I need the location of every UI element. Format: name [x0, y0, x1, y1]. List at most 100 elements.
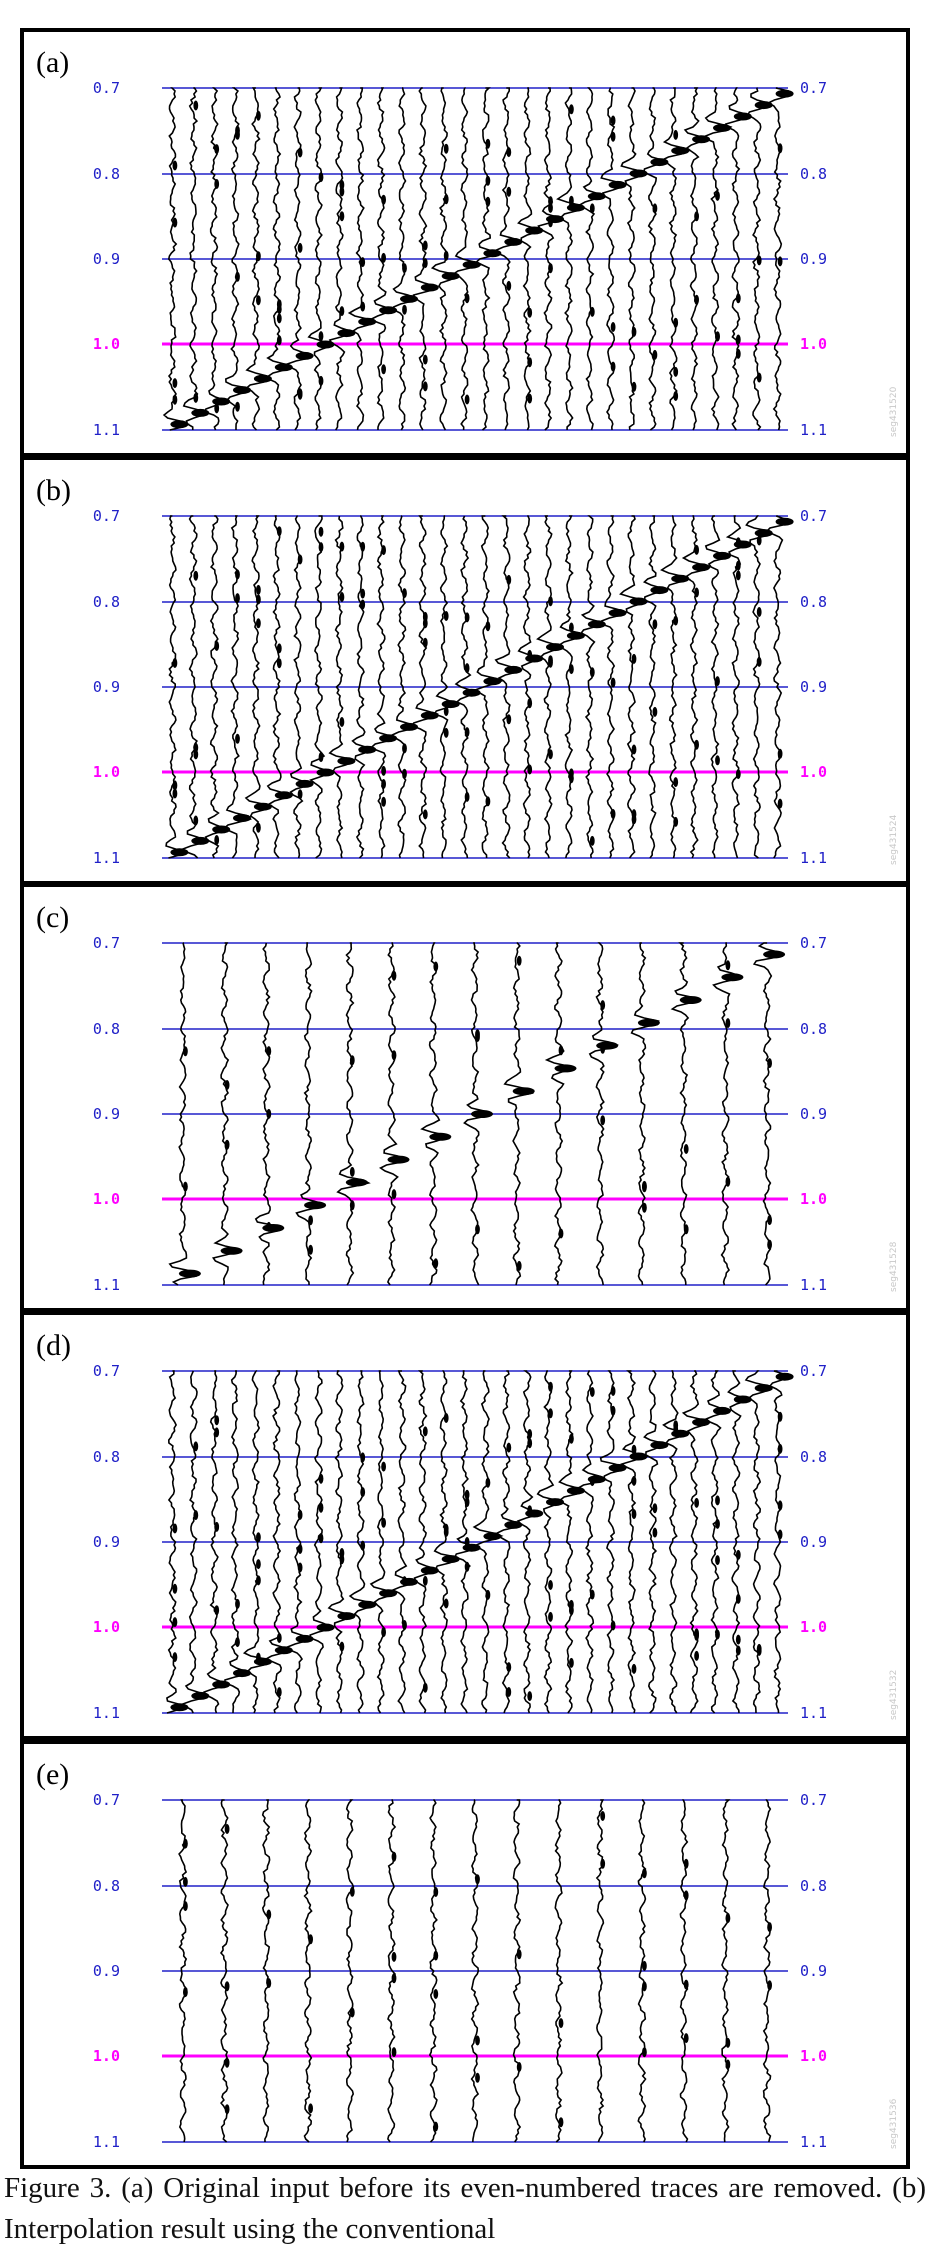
seismic-trace	[204, 515, 226, 859]
trace-peak	[610, 1620, 616, 1631]
trace-peak	[506, 280, 512, 291]
trace-peak	[652, 706, 658, 717]
seismic-trace	[370, 515, 394, 859]
trace-peak	[777, 798, 783, 809]
event-peak	[337, 757, 356, 766]
trace-peak	[214, 1415, 220, 1426]
trace-peak	[214, 1605, 220, 1616]
seismic-trace	[642, 515, 665, 859]
trace-peak	[224, 1080, 230, 1090]
trace-peak	[725, 1018, 731, 1029]
event-peak	[191, 836, 210, 845]
tick-label-left: 0.8	[93, 593, 120, 611]
seismic-trace	[181, 515, 207, 859]
trace-peak	[183, 1181, 188, 1192]
trace-peak	[297, 554, 303, 565]
trace-peak	[308, 1244, 313, 1255]
seismic-trace	[390, 1370, 416, 1714]
trace-peak	[308, 2103, 313, 2114]
seismic-trace	[660, 87, 691, 431]
trace-peak	[631, 814, 637, 825]
trace-peak	[256, 584, 261, 595]
panel-watermark: seg431532	[889, 1670, 899, 1720]
event-peak	[400, 294, 418, 303]
trace-peak	[297, 242, 303, 253]
trace-peak	[777, 748, 783, 759]
event-peak	[471, 1110, 493, 1118]
trace-peak	[569, 622, 574, 633]
tick-label-left: 0.9	[93, 678, 120, 696]
trace-peak	[715, 1495, 720, 1506]
trace-peak	[183, 1876, 188, 1887]
seismic-trace	[433, 1370, 459, 1714]
trace-peak	[235, 271, 240, 282]
seismic-trace	[620, 87, 645, 431]
seismic-trace	[224, 1370, 250, 1714]
trace-peak	[214, 144, 220, 155]
seismic-trace	[727, 1370, 748, 1714]
trace-peak	[402, 1620, 407, 1630]
trace-peak	[485, 621, 491, 632]
event-peak	[629, 597, 648, 606]
trace-peak	[767, 1215, 772, 1226]
trace-peak	[318, 752, 324, 763]
trace-peak	[391, 1851, 397, 1862]
seismic-trace	[762, 1799, 772, 2143]
trace-peak	[715, 676, 720, 687]
trace-peak	[715, 1518, 720, 1529]
seismic-trace	[178, 1799, 188, 2143]
trace-peak	[569, 1657, 574, 1668]
seismic-trace	[286, 1370, 313, 1714]
event-peak	[525, 654, 544, 663]
trace-peak	[673, 391, 679, 401]
seismic-trace	[768, 1370, 793, 1714]
trace-peak	[433, 2121, 439, 2132]
trace-peak	[422, 240, 428, 251]
trace-peak	[735, 334, 741, 345]
trace-peak	[777, 1443, 783, 1454]
trace-peak	[276, 335, 282, 346]
trace-peak	[516, 1949, 522, 1960]
trace-peak	[767, 1922, 772, 1933]
seismic-trace	[503, 942, 534, 1286]
trace-peak	[715, 755, 720, 766]
trace-peak	[673, 615, 679, 626]
trace-peak	[777, 256, 783, 267]
seismic-trace	[347, 87, 377, 431]
trace-peak	[673, 816, 679, 827]
trace-peak	[631, 381, 637, 392]
trace-peak	[777, 1411, 783, 1422]
seismic-trace	[470, 1799, 480, 2143]
event-peak	[316, 1623, 335, 1632]
trace-peak	[214, 641, 220, 651]
trace-peak	[475, 1032, 480, 1042]
trace-peak	[694, 294, 699, 305]
trace-peak	[610, 361, 616, 372]
trace-peak	[506, 186, 512, 197]
trace-peak	[683, 1979, 689, 1990]
trace-peak	[694, 211, 699, 222]
event-peak	[483, 677, 502, 686]
trace-peak	[735, 1645, 741, 1656]
tick-label-right: 0.9	[800, 678, 827, 696]
trace-peak	[673, 129, 679, 140]
seismic-trace	[203, 87, 226, 431]
trace-peak	[235, 1598, 240, 1609]
trace-peak	[422, 354, 428, 365]
trace-peak	[527, 307, 533, 318]
trace-peak	[464, 293, 470, 304]
seismic-trace	[578, 87, 604, 431]
trace-peak	[381, 252, 386, 263]
trace-peak	[694, 544, 699, 555]
trace-peak	[735, 348, 741, 359]
trace-peak	[318, 1473, 324, 1484]
event-peak	[441, 1555, 460, 1564]
trace-peak	[381, 765, 386, 776]
seismic-trace	[168, 942, 199, 1286]
event-peak	[337, 1612, 356, 1621]
trace-peak	[193, 749, 199, 760]
trace-peak	[360, 1487, 366, 1498]
tick-label-left: 1.0	[93, 2047, 120, 2065]
trace-peak	[683, 1224, 689, 1235]
trace-peak	[569, 104, 574, 115]
